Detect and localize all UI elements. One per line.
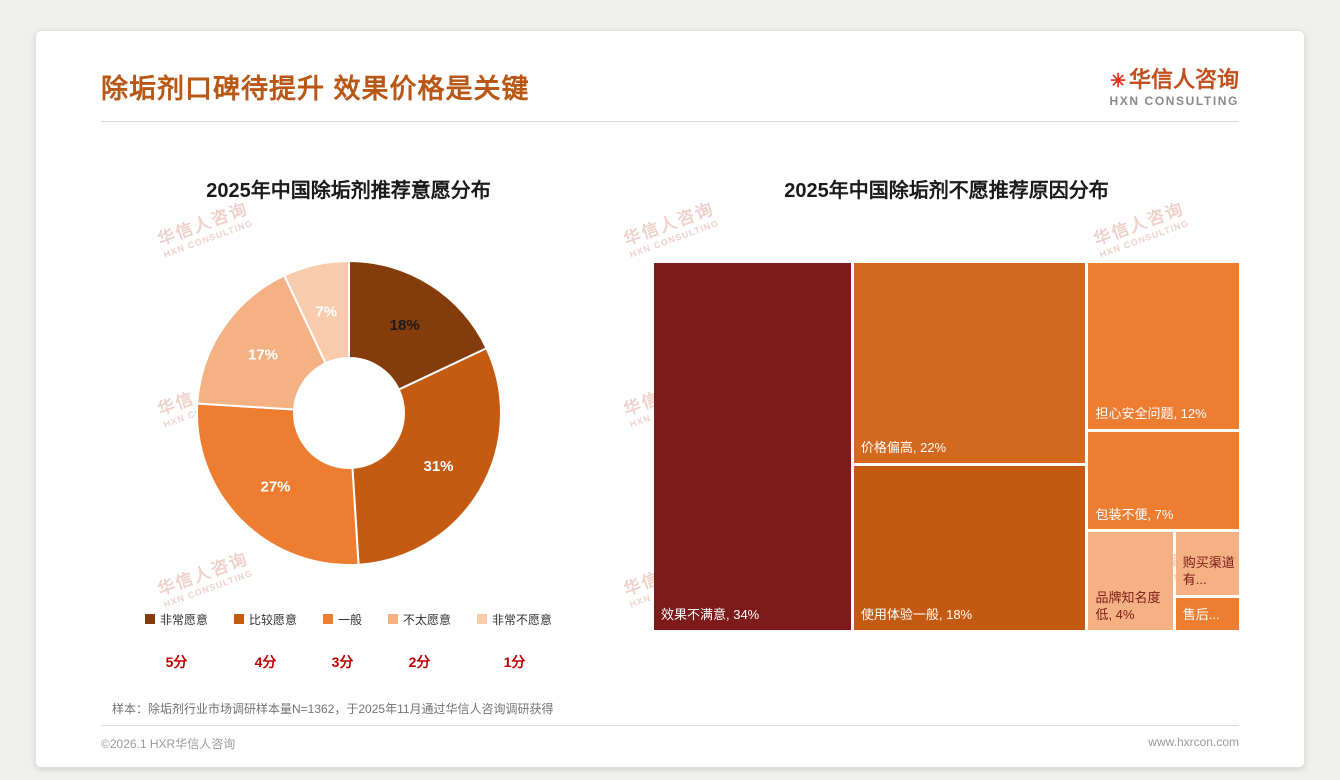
treemap-column: 效果不满意, 34% <box>654 262 851 630</box>
copyright-text: ©2026.1 HXR华信人咨询 <box>101 736 236 751</box>
treemap-block-7: 购买渠道有... <box>1175 532 1239 596</box>
treemap-label: 使用体验一般, 18% <box>860 606 973 622</box>
legend-swatch <box>144 614 155 625</box>
donut-value-label: 7% <box>315 303 337 320</box>
donut-legend: 非常愿意 5分 比较愿意 4分 一般 3分 不太愿意 2分 非常不愿意 1分 <box>144 611 552 672</box>
footnote: 样本：除垢剂行业市场调研样本量N=1362，于2025年11月通过华信人咨询调研… <box>112 701 554 716</box>
legend-swatch <box>322 614 333 625</box>
page-header: 除垢剂口碑待提升 效果价格是关键 ✳ 华信人咨询 HXN CONSULTING <box>101 67 1239 122</box>
legend-label: 比较愿意 <box>248 612 297 627</box>
brand-mark-icon: ✳ <box>1110 71 1126 92</box>
treemap-block-3: 使用体验一般, 18% <box>853 465 1086 630</box>
legend-entry: 不太愿意 <box>388 611 451 628</box>
treemap-chart-title: 2025年中国除垢剂不愿推荐原因分布 <box>784 179 1109 202</box>
treemap-block-5: 包装不便, 7% <box>1088 432 1239 530</box>
donut-svg: 18% 31% 27% 17% 7% <box>195 259 502 566</box>
legend-score: 3分 <box>331 653 354 670</box>
legend-entry: 非常不愿意 <box>477 611 552 628</box>
legend-item: 非常不愿意 1分 <box>477 611 552 672</box>
treemap-block-2: 价格偏高, 22% <box>853 262 1086 463</box>
brand-name-row: ✳ 华信人咨询 <box>1109 67 1239 93</box>
legend-label: 一般 <box>337 612 362 627</box>
treemap-label: 效果不满意, 34% <box>661 606 760 622</box>
donut-value-label: 17% <box>247 346 277 363</box>
slide-card: 华信人咨询 HXN CONSULTING 华信人咨询 HXN CONSULTING 华信… <box>35 30 1305 768</box>
legend-item: 一般 3分 <box>322 611 362 672</box>
treemap-label: 购买渠道有... <box>1182 555 1235 588</box>
page-footer: ©2026.1 HXR华信人咨询 www.hxrcon.com <box>101 724 1239 752</box>
legend-label: 非常愿意 <box>159 612 208 627</box>
treemap-label: 售后... <box>1182 606 1220 622</box>
treemap-label: 品牌知名度低, 4% <box>1095 589 1161 622</box>
legend-entry: 一般 <box>322 611 362 628</box>
legend-item: 比较愿意 4分 <box>233 611 297 672</box>
donut-value-label: 27% <box>260 478 290 495</box>
main-content: 2025年中国除垢剂推荐意愿分布 18% 31% 27% 17% 7% 非常愿意 5分 比较… <box>36 174 1304 672</box>
page-title: 除垢剂口碑待提升 效果价格是关键 <box>101 74 530 104</box>
donut-segment-2 <box>350 346 502 566</box>
treemap-chart: 效果不满意, 34% 价格偏高, 22% 使用体验一般, 18% 担心安全问题, 12… <box>654 262 1239 630</box>
legend-entry: 比较愿意 <box>233 611 297 628</box>
legend-label: 非常不愿意 <box>492 612 553 627</box>
treemap-bottom-row: 品牌知名度低, 4% 购买渠道有... 售后... <box>1088 532 1239 630</box>
donut-segment-5 <box>282 259 350 365</box>
legend-score: 2分 <box>408 653 431 670</box>
treemap-column: 购买渠道有... 售后... <box>1175 532 1239 630</box>
legend-swatch <box>477 614 488 625</box>
legend-score: 5分 <box>165 653 188 670</box>
donut-segment-3 <box>195 402 360 566</box>
donut-value-label: 31% <box>423 458 453 475</box>
legend-swatch <box>233 614 244 625</box>
legend-swatch <box>388 614 398 625</box>
brand-logo: ✳ 华信人咨询 HXN CONSULTING <box>1109 67 1239 109</box>
treemap-block-1: 效果不满意, 34% <box>654 262 851 630</box>
legend-entry: 非常愿意 <box>144 611 208 628</box>
treemap-column: 价格偏高, 22% 使用体验一般, 18% <box>853 262 1086 630</box>
treemap-label: 价格偏高, 22% <box>860 439 947 455</box>
treemap-label: 担心安全问题, 12% <box>1095 406 1207 422</box>
treemap-section: 2025年中国除垢剂不愿推荐原因分布 效果不满意, 34% 价格偏高, 22% 使用… <box>654 174 1239 672</box>
brand-subtitle: HXN CONSULTING <box>1109 93 1239 108</box>
legend-score: 4分 <box>254 653 277 670</box>
donut-chart-section: 2025年中国除垢剂推荐意愿分布 18% 31% 27% 17% 7% 非常愿意 5分 比较… <box>101 174 596 672</box>
donut-segment-4 <box>195 273 327 411</box>
donut-value-label: 18% <box>389 317 419 334</box>
treemap-column: 担心安全问题, 12% 包装不便, 7% 品牌知名度低, 4% 购买渠道有... 售后.… <box>1088 262 1239 630</box>
donut-segment-1 <box>347 259 488 391</box>
treemap-label: 包装不便, 7% <box>1095 506 1174 522</box>
legend-score: 1分 <box>503 653 526 670</box>
donut-chart-title: 2025年中国除垢剂推荐意愿分布 <box>206 179 491 202</box>
legend-item: 非常愿意 5分 <box>144 611 208 672</box>
treemap-block-8: 售后... <box>1175 598 1239 630</box>
brand-name: 华信人咨询 <box>1128 67 1239 92</box>
legend-item: 不太愿意 2分 <box>388 611 451 672</box>
donut-chart: 18% 31% 27% 17% 7% <box>189 253 509 573</box>
treemap-block-4: 担心安全问题, 12% <box>1088 262 1239 430</box>
legend-label: 不太愿意 <box>403 612 452 627</box>
treemap-block-6: 品牌知名度低, 4% <box>1088 532 1173 630</box>
website-url: www.hxrcon.com <box>1148 734 1239 749</box>
